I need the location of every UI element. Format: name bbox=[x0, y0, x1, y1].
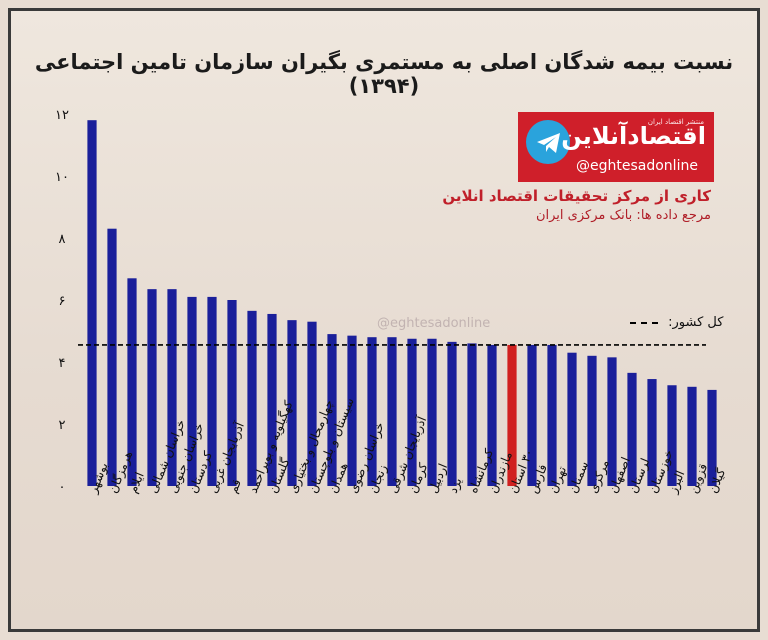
bar bbox=[527, 344, 537, 486]
bar bbox=[427, 338, 437, 486]
category-label: یزد bbox=[446, 476, 466, 496]
logo-text: اقتصادآنلاین bbox=[561, 122, 707, 150]
y-tick-label: ۱۰ bbox=[55, 170, 69, 185]
legend-label: کل کشور: bbox=[668, 315, 724, 330]
bar bbox=[347, 335, 357, 486]
category-label: قم bbox=[226, 477, 244, 495]
bar bbox=[207, 296, 217, 486]
telegram-icon bbox=[526, 120, 570, 164]
bar bbox=[247, 310, 257, 486]
bar bbox=[387, 337, 397, 486]
bar bbox=[467, 343, 477, 486]
y-tick-label: ۱۲ bbox=[55, 108, 69, 123]
bar bbox=[307, 321, 317, 486]
y-tick-label: ۰ bbox=[59, 480, 66, 495]
bar bbox=[287, 320, 297, 486]
bar bbox=[107, 228, 117, 486]
bar bbox=[167, 289, 177, 486]
y-tick-label: ۲ bbox=[59, 418, 66, 433]
bar bbox=[267, 313, 277, 486]
bar bbox=[447, 341, 457, 486]
legend-dash-swatch bbox=[630, 321, 658, 324]
source-line: مرجع داده ها: بانک مرکزی ایران bbox=[535, 208, 711, 223]
logo-subtitle: منتشر اقتصاد ایران bbox=[647, 118, 704, 126]
y-tick-label: ۴ bbox=[59, 356, 66, 371]
bar bbox=[407, 338, 417, 486]
bar bbox=[647, 379, 657, 486]
bar bbox=[567, 352, 577, 486]
bar bbox=[587, 355, 597, 486]
chart-title: نسبت بیمه شدگان اصلی به مستمری بگیران سا… bbox=[34, 50, 734, 98]
bar bbox=[507, 344, 517, 486]
bar bbox=[627, 372, 637, 486]
brand-logo: منتشر اقتصاد ایران اقتصادآنلاین @eghtesa… bbox=[518, 112, 714, 182]
bar bbox=[187, 296, 197, 486]
bar bbox=[147, 289, 157, 486]
bar bbox=[367, 337, 377, 486]
bar bbox=[127, 278, 137, 486]
brand-handle: @eghtesadonline bbox=[576, 158, 698, 174]
bar bbox=[687, 386, 697, 486]
bar bbox=[227, 300, 237, 486]
bar bbox=[487, 344, 497, 486]
bar bbox=[667, 385, 677, 486]
credit-line: کاری از مرکز تحقیقات اقتصاد انلاین bbox=[442, 187, 711, 205]
watermark: @eghtesadonline bbox=[377, 316, 491, 331]
bar bbox=[607, 357, 617, 486]
y-tick-label: ۸ bbox=[59, 232, 66, 247]
bar bbox=[327, 334, 337, 486]
bar bbox=[547, 344, 557, 486]
bar bbox=[707, 389, 717, 486]
legend: کل کشور: bbox=[630, 315, 723, 330]
y-tick-label: ۶ bbox=[59, 294, 66, 309]
bar bbox=[87, 120, 97, 486]
